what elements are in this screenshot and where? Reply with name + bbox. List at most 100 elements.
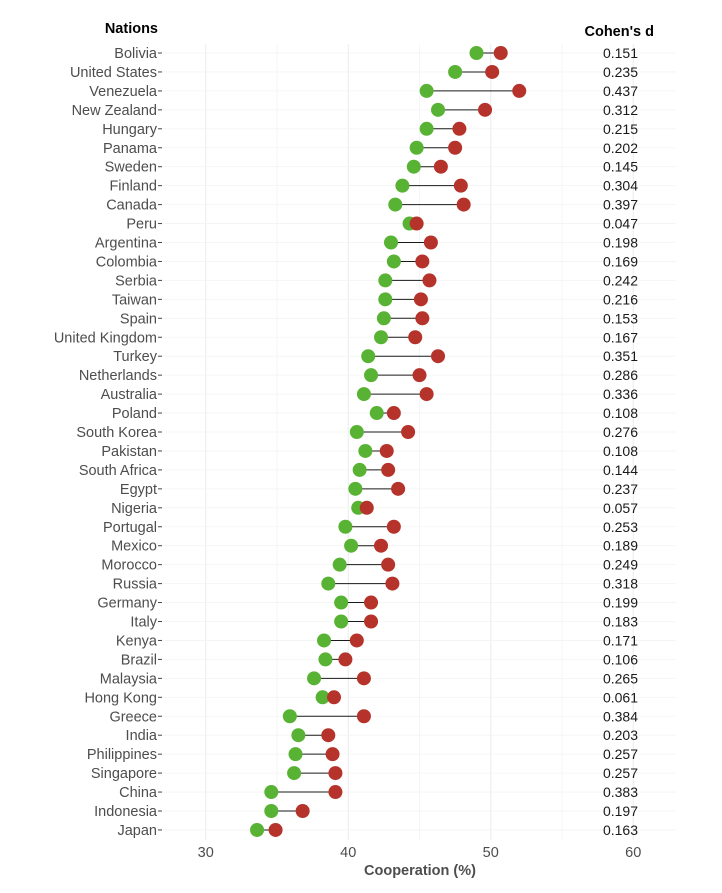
red-point xyxy=(485,64,500,79)
red-point xyxy=(356,709,371,724)
cohens-d-value: 0.286 xyxy=(603,367,638,383)
nation-label: Singapore xyxy=(91,766,157,782)
nation-label: China xyxy=(119,785,158,801)
cohens-d-value: 0.265 xyxy=(603,670,638,686)
green-point xyxy=(287,766,302,781)
green-point xyxy=(374,330,389,345)
green-point xyxy=(264,785,279,800)
cohens-d-value: 0.197 xyxy=(603,803,638,819)
green-point xyxy=(332,557,347,572)
cohens-d-value: 0.242 xyxy=(603,272,638,288)
green-point xyxy=(419,83,434,98)
nation-label: Argentina xyxy=(95,236,158,252)
nation-label: Serbia xyxy=(115,273,158,289)
nation-label: United Kingdom xyxy=(54,330,157,346)
cohens-d-value: 0.351 xyxy=(603,348,638,364)
green-point xyxy=(334,595,349,610)
red-point xyxy=(478,102,493,117)
green-point xyxy=(369,406,384,421)
cohens-d-value: 0.202 xyxy=(603,140,638,156)
green-point xyxy=(288,747,303,762)
nation-label: Morocco xyxy=(101,558,157,574)
label-layer: 30 40 50 60 Bolivia 0.151 United States 0.235 Ve… xyxy=(54,45,641,861)
red-point xyxy=(408,330,423,345)
cohens-d-value: 0.383 xyxy=(603,784,638,800)
red-point xyxy=(419,387,434,402)
green-point xyxy=(344,538,359,553)
red-point xyxy=(512,83,527,98)
green-point xyxy=(282,709,297,724)
nation-label: Peru xyxy=(126,217,157,233)
nation-label: South Africa xyxy=(79,463,158,479)
cohens-d-value: 0.253 xyxy=(603,519,638,535)
green-point xyxy=(431,102,446,117)
nation-label: Australia xyxy=(101,387,158,403)
red-point xyxy=(381,557,396,572)
cohens-d-value: 0.171 xyxy=(603,632,638,648)
red-point xyxy=(328,785,343,800)
green-point xyxy=(334,614,349,629)
nation-label: Germany xyxy=(97,596,157,612)
cohens-d-value: 0.163 xyxy=(603,822,638,838)
nation-label: Greece xyxy=(109,709,157,725)
red-point xyxy=(295,804,310,818)
point-layer xyxy=(250,46,527,837)
red-point xyxy=(385,576,400,591)
red-point xyxy=(381,462,396,477)
cohens-d-value: 0.108 xyxy=(603,443,638,459)
red-point xyxy=(338,652,353,667)
green-point xyxy=(338,519,353,534)
red-point xyxy=(401,425,416,439)
nation-label: Poland xyxy=(112,406,157,422)
green-point xyxy=(364,368,379,383)
x-tick-label: 30 xyxy=(198,845,214,861)
green-point xyxy=(376,311,391,326)
nation-label: Portugal xyxy=(103,520,157,536)
green-point xyxy=(317,633,332,648)
segment-layer xyxy=(257,52,520,831)
cohens-d-value: 0.183 xyxy=(603,614,638,630)
nation-label: Colombia xyxy=(96,254,158,270)
cohens-d-value: 0.237 xyxy=(603,481,638,497)
cohens-d-value: 0.257 xyxy=(603,765,638,781)
green-point xyxy=(250,822,265,837)
nation-label: Italy xyxy=(130,615,157,631)
green-point xyxy=(378,292,393,307)
nation-label: Finland xyxy=(109,179,157,195)
green-point xyxy=(307,671,322,686)
nation-label: South Korea xyxy=(76,425,158,441)
nation-label: Philippines xyxy=(87,747,157,763)
green-point xyxy=(409,140,424,155)
green-point xyxy=(321,576,336,591)
green-point xyxy=(349,425,364,439)
green-point xyxy=(315,690,330,705)
red-point xyxy=(456,197,471,212)
nation-label: Taiwan xyxy=(112,292,157,308)
cohens-d-value: 0.145 xyxy=(603,159,638,175)
cohens-d-value: 0.153 xyxy=(603,310,638,326)
cohens-d-header: Cohen's d xyxy=(584,24,654,40)
cohens-d-value: 0.384 xyxy=(603,708,638,724)
red-point xyxy=(364,614,379,629)
cohens-d-value: 0.249 xyxy=(603,557,638,573)
red-point xyxy=(412,368,427,383)
red-point xyxy=(327,690,341,705)
green-point xyxy=(419,121,434,136)
green-point xyxy=(469,46,484,60)
red-point xyxy=(423,235,438,250)
nation-label: Malaysia xyxy=(100,671,158,687)
red-point xyxy=(422,273,437,288)
red-point xyxy=(356,671,371,686)
green-point xyxy=(388,197,403,212)
red-point xyxy=(386,519,401,534)
nation-label: Japan xyxy=(117,823,157,839)
nation-label: Russia xyxy=(113,577,158,593)
red-point xyxy=(413,292,428,307)
red-point xyxy=(493,46,508,60)
nation-label: Sweden xyxy=(105,160,157,176)
red-point xyxy=(391,481,406,496)
green-point xyxy=(406,159,421,174)
green-point xyxy=(264,804,279,818)
x-axis-title: Cooperation (%) xyxy=(364,863,476,879)
nation-label: Pakistan xyxy=(101,444,157,460)
